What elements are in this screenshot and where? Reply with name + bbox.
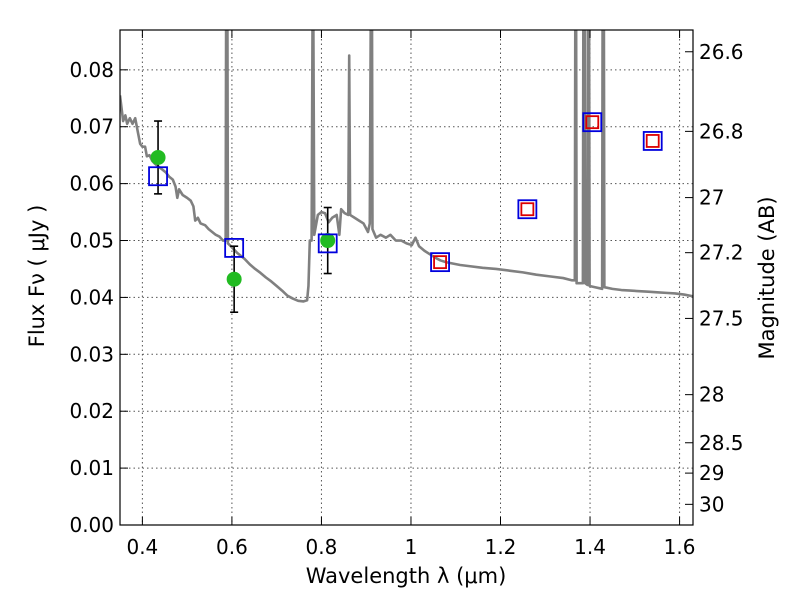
x-tick-label: 1.2 <box>485 535 517 559</box>
model-photometry-square <box>517 199 538 220</box>
x-tick-label: 1.6 <box>664 535 696 559</box>
observed-point <box>320 233 336 249</box>
model-photometry-inner-square <box>520 202 535 217</box>
model-photometry-square <box>642 131 663 151</box>
x-tick-label: 1 <box>405 535 418 559</box>
y2-tick-label: 29 <box>699 461 724 485</box>
y-axis-title: Flux Fν ( μJy ) <box>25 205 49 348</box>
y2-tick-label: 30 <box>699 492 724 516</box>
tick-labels: 0.4 0.6 0.8 1 1.2 1.4 1.6 0.00 0.01 0.02 0.03 0.04 0… <box>69 40 743 559</box>
x-tick-label: 0.6 <box>216 535 248 559</box>
model-photometry-square <box>582 112 603 133</box>
y2-tick-label: 26.8 <box>699 119 744 143</box>
x-tick-label: 0.4 <box>126 535 158 559</box>
model-photometry-square <box>430 252 450 273</box>
x-tick-label: 0.8 <box>306 535 338 559</box>
axis-ticks <box>120 30 693 526</box>
y-tick-label: 0.05 <box>69 229 114 253</box>
y-tick-label: 0.07 <box>69 115 114 139</box>
observed-point <box>226 271 242 287</box>
observed-point <box>150 149 166 165</box>
y2-tick-label: 27.2 <box>699 241 744 265</box>
y-tick-label: 0.01 <box>69 456 114 480</box>
model-photometry-square <box>148 166 168 187</box>
y2-tick-label: 28 <box>699 383 724 407</box>
y-tick-label: 0.06 <box>69 172 114 196</box>
y-tick-label: 0.03 <box>69 342 114 366</box>
x-axis-title: Wavelength λ (μm) <box>306 564 507 588</box>
model-photometry-square <box>317 233 338 254</box>
y2-tick-label: 28.5 <box>699 431 744 455</box>
model-photometry-inner-square <box>433 255 447 270</box>
model-photometry-inner-square <box>645 134 660 148</box>
y-tick-label: 0.04 <box>69 285 114 309</box>
y-tick-label: 0.00 <box>69 513 114 537</box>
y2-tick-label: 26.6 <box>699 40 744 64</box>
y-tick-label: 0.08 <box>69 58 114 82</box>
plot-frame <box>119 29 694 526</box>
y2-tick-label: 27 <box>699 186 724 210</box>
plot-area <box>120 30 693 314</box>
model-photometry-inner-square <box>585 115 600 130</box>
y-tick-label: 0.02 <box>69 399 114 423</box>
model-photometry-square <box>224 238 245 258</box>
x-tick-label: 1.4 <box>574 535 606 559</box>
y2-tick-label: 27.5 <box>699 306 744 330</box>
y2-axis-title: Magnitude (AB) <box>755 196 779 359</box>
